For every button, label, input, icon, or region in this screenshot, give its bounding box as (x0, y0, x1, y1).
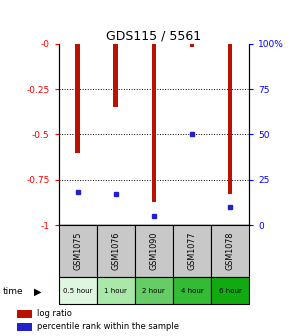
Bar (75, 44, 80, 153)
Text: log ratio: log ratio (37, 309, 72, 319)
Bar (211, 277, 249, 304)
Text: ▶: ▶ (34, 286, 41, 296)
Bar (135, 225, 173, 277)
Text: GSM1090: GSM1090 (149, 232, 158, 270)
Text: GSM1077: GSM1077 (188, 232, 196, 270)
Bar (173, 277, 211, 304)
Text: GSM1076: GSM1076 (111, 232, 120, 270)
Bar (135, 277, 173, 304)
Bar (211, 225, 249, 277)
Text: 1 hour: 1 hour (104, 288, 127, 294)
Text: 4 hour: 4 hour (180, 288, 203, 294)
Bar (17, 310, 32, 318)
Text: 6 hour: 6 hour (219, 288, 241, 294)
Bar (17, 323, 32, 331)
Text: 2 hour: 2 hour (142, 288, 165, 294)
Bar (228, 44, 232, 194)
Bar (59, 277, 97, 304)
Bar (113, 44, 118, 107)
Bar (151, 44, 156, 202)
Title: GDS115 / 5561: GDS115 / 5561 (106, 30, 201, 43)
Text: time: time (3, 287, 23, 296)
Text: GSM1078: GSM1078 (226, 232, 234, 270)
Bar (173, 225, 211, 277)
Bar (97, 225, 135, 277)
Text: percentile rank within the sample: percentile rank within the sample (37, 322, 179, 331)
Text: 0.5 hour: 0.5 hour (63, 288, 92, 294)
Bar (190, 44, 194, 47)
Bar (59, 225, 97, 277)
Text: GSM1075: GSM1075 (73, 232, 82, 270)
Bar (97, 277, 135, 304)
